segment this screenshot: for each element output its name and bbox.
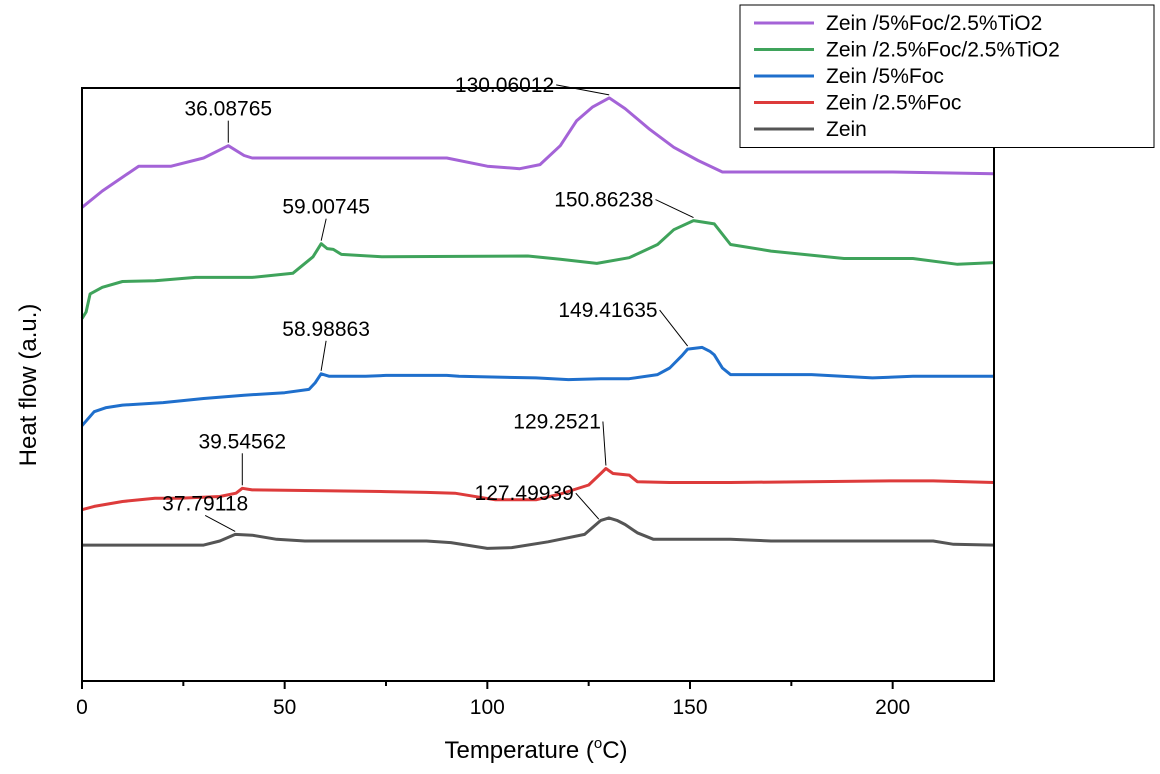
series-line-1	[80, 219, 995, 320]
x-tick-label-50: 50	[273, 696, 296, 719]
peak-annotation-4: 58.98863	[282, 318, 370, 341]
x-tick-label-0: 0	[76, 696, 88, 719]
plot-frame	[81, 87, 995, 682]
legend-label-2: Zein /5%Foc	[826, 65, 944, 88]
x-tick-label-150: 150	[672, 696, 707, 719]
peak-annotation-5: 149.41635	[558, 299, 657, 322]
plot-layer	[80, 96, 995, 550]
series-line-2	[80, 345, 994, 427]
peak-annotation-1: 130.06012	[455, 74, 554, 97]
legend-label-0: Zein /5%Foc/2.5%TiO2	[826, 12, 1042, 35]
legend-label-3: Zein /2.5%Foc	[826, 92, 961, 115]
legend-label-1: Zein /2.5%Foc/2.5%TiO2	[826, 39, 1060, 62]
series-line-3	[81, 467, 995, 512]
annotation-leader-7	[602, 421, 607, 466]
annotation-leader-4	[320, 340, 327, 371]
annotation-leader-1	[556, 84, 610, 96]
peak-annotation-2: 59.00745	[282, 196, 370, 219]
x-tick-label-100: 100	[470, 696, 505, 719]
annotation-leader-8	[204, 514, 236, 532]
annotation-leader-5	[659, 309, 689, 347]
x-axis-title: Temperature (oC)	[444, 735, 627, 764]
series-line-0	[81, 96, 995, 209]
legend: Zein /5%Foc/2.5%TiO2 Zein /2.5%Foc/2.5%Ti…	[739, 4, 1155, 148]
y-axis-title: Heat flow (a.u.)	[15, 304, 42, 467]
axis-layer: 0 50 100 150 200	[76, 87, 995, 719]
legend-label-4: Zein	[826, 118, 867, 141]
annotation-leader-3	[655, 199, 694, 219]
annotation-leader-2	[320, 218, 327, 241]
peak-annotation-9: 127.49939	[475, 482, 574, 505]
annotation-layer: 36.08765 130.06012 59.00745 150.86238 58.988…	[162, 74, 694, 532]
peak-annotation-3: 150.86238	[554, 189, 653, 212]
series-line-4	[82, 516, 995, 550]
peak-annotation-8: 37.79118	[162, 492, 248, 515]
peak-annotation-7: 129.2521	[513, 411, 601, 434]
peak-annotation-6: 39.54562	[198, 430, 286, 453]
annotation-leader-9	[575, 492, 600, 520]
x-tick-label-200: 200	[875, 696, 910, 719]
peak-annotation-0: 36.08765	[184, 98, 272, 121]
